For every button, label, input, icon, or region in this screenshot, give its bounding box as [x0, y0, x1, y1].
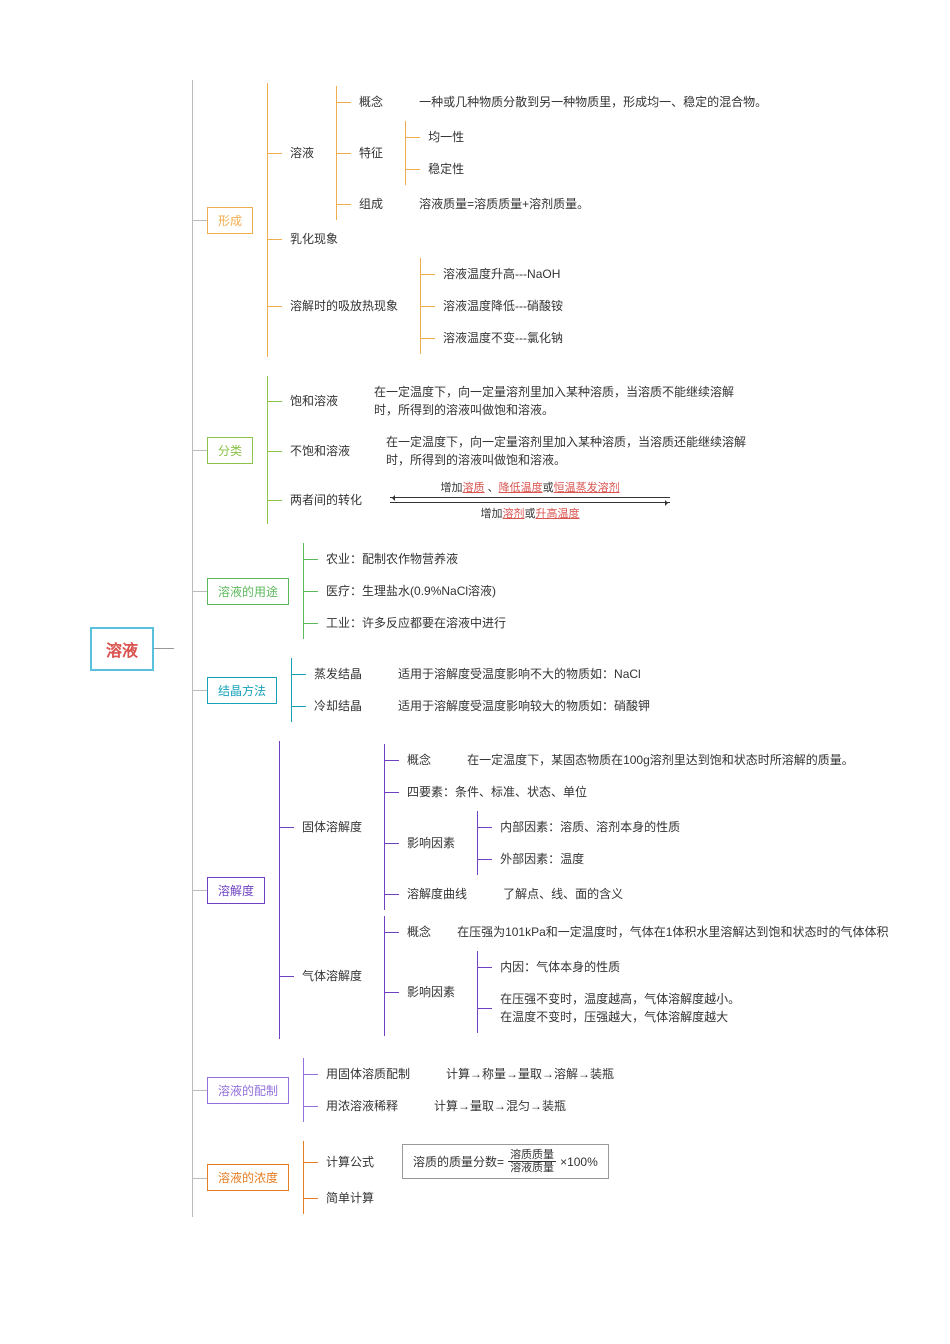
label-zucheng: 组成: [351, 191, 391, 217]
branch-rongjiedu: 溶解度 固体溶解度 概念 在一定温度下，某固态物质在100g溶剂里达到饱和状态时…: [193, 741, 896, 1039]
text-gt-gainian: 在一定温度下，某固态物质在100g溶剂里达到饱和状态时所溶解的质量。: [459, 747, 862, 773]
node-jiejing: 结晶方法: [207, 677, 277, 704]
text-lvhuanan: 溶液温度不变---氯化钠: [435, 325, 571, 351]
text-neibu: 内部因素：溶质、溶剂本身的性质: [492, 814, 688, 840]
text-qt-gainian: 在压强为101kPa和一定温度时，气体在1体积水里溶解达到饱和状态时的气体体积: [449, 919, 896, 945]
text-gongye: 工业：许多反应都要在溶液中进行: [318, 610, 514, 636]
label-tezheng: 特征: [351, 140, 391, 166]
text-junyi: 均一性: [420, 124, 472, 150]
node-rongye: 溶液: [282, 140, 322, 166]
label-bubaohe: 不饱和溶液: [282, 438, 358, 464]
label-qiti: 气体溶解度: [294, 963, 370, 989]
node-peizhi: 溶液的配制: [207, 1077, 289, 1104]
node-yongtu: 溶液的用途: [207, 578, 289, 605]
node-fenlei: 分类: [207, 437, 253, 464]
text-yaqiang: 在压强不变时，温度越高，气体溶解度越小。在温度不变时，压强越大，气体溶解度越大: [492, 986, 792, 1030]
text-jiandan: 简单计算: [318, 1185, 382, 1211]
text-lengque: 适用于溶解度受温度影响较大的物质如：硝酸钾: [390, 693, 658, 719]
text-baohe: 在一定温度下，向一定量溶剂里加入某种溶质，当溶质不能继续溶解时，所得到的溶液叫做…: [366, 379, 746, 423]
label-baohe: 饱和溶液: [282, 388, 346, 414]
label-zhengfa: 蒸发结晶: [306, 661, 370, 687]
text-yiliao: 医疗：生理盐水(0.9%NaCl溶液): [318, 578, 504, 604]
node-nongdu: 溶液的浓度: [207, 1164, 289, 1191]
text-neiyin: 内因：气体本身的性质: [492, 954, 628, 980]
branch-peizhi: 溶液的配制 用固体溶质配制 计算→称量→量取→溶解→装瓶 用浓溶液稀释 计算→量…: [193, 1058, 896, 1122]
text-wending: 稳定性: [420, 156, 472, 182]
node-ruhua: 乳化现象: [282, 226, 346, 252]
label-qt-yingxiang: 影响因素: [399, 979, 463, 1005]
text-xishi: 计算→量取→混匀→装瓶: [426, 1093, 574, 1119]
formula-box: 溶质的质量分数= 溶质质量溶液质量 ×100%: [402, 1144, 609, 1179]
text-xiaosuanan: 溶液温度降低---硝酸铵: [435, 293, 571, 319]
node-rongjiedu: 溶解度: [207, 877, 265, 904]
label-gt-gainian: 概念: [399, 747, 439, 773]
text-zhengfa: 适用于溶解度受温度影响不大的物质如：NaCl: [390, 661, 649, 687]
branch-yongtu: 溶液的用途 农业：配制农作物营养液 医疗：生理盐水(0.9%NaCl溶液) 工业…: [193, 543, 896, 639]
label-gainian: 概念: [351, 89, 391, 115]
text-waibu: 外部因素：温度: [492, 846, 592, 872]
text-bubaohe: 在一定温度下，向一定量溶剂里加入某种溶质，当溶质还能继续溶解时，所得到的溶液叫做…: [378, 429, 758, 473]
label-gongshi: 计算公式: [318, 1149, 382, 1175]
label-lengque: 冷却结晶: [306, 693, 370, 719]
label-xishi: 用浓溶液稀释: [318, 1093, 406, 1119]
branch-jiejing: 结晶方法 蒸发结晶 适用于溶解度受温度影响不大的物质如：NaCl 冷却结晶 适用…: [193, 658, 896, 722]
node-xingcheng: 形成: [207, 207, 253, 234]
text-naoh: 溶液温度升高---NaOH: [435, 261, 568, 287]
text-nongye: 农业：配制农作物营养液: [318, 546, 466, 572]
node-xifangre: 溶解时的吸放热现象: [282, 293, 406, 319]
label-guti-peizhi: 用固体溶质配制: [318, 1061, 418, 1087]
label-zhuanhua: 两者间的转化: [282, 487, 370, 513]
text-zucheng: 溶液质量=溶质质量+溶剂质量。: [411, 191, 597, 217]
branch-xingcheng: 形成 溶液 概念 一种或几种物质分散到另一种物质里，形成均一、稳定的混合物。 特…: [193, 83, 896, 357]
label-gt-yingxiang: 影响因素: [399, 830, 463, 856]
text-siyaosu: 四要素：条件、标准、状态、单位: [399, 779, 595, 805]
label-guti: 固体溶解度: [294, 814, 370, 840]
label-quxian: 溶解度曲线: [399, 881, 475, 907]
text-gainian: 一种或几种物质分散到另一种物质里，形成均一、稳定的混合物。: [411, 89, 775, 115]
text-quxian: 了解点、线、面的含义: [495, 881, 631, 907]
root-node: 溶液: [90, 627, 154, 671]
text-guti-peizhi: 计算→称量→量取→溶解→装瓶: [438, 1061, 622, 1087]
branch-fenlei: 分类 饱和溶液 在一定温度下，向一定量溶剂里加入某种溶质，当溶质不能继续溶解时，…: [193, 376, 896, 524]
branch-nongdu: 溶液的浓度 计算公式 溶质的质量分数= 溶质质量溶液质量 ×100% 简单计算: [193, 1141, 896, 1214]
label-qt-gainian: 概念: [399, 919, 439, 945]
conversion-diagram: 增加溶质 、降低温度或恒温蒸发溶剂 增加溶剂或升高温度: [390, 479, 670, 521]
